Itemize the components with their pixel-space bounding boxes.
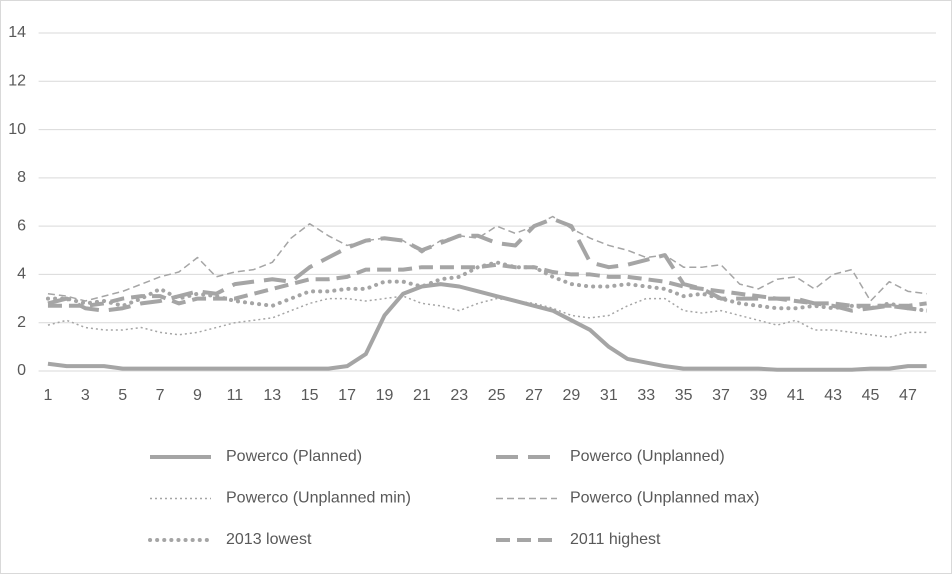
series-line [47, 295, 927, 338]
series-line [47, 282, 927, 372]
x-tick-label: 23 [450, 387, 468, 404]
series-line [47, 215, 927, 302]
series-line [47, 262, 927, 308]
legend-label: Powerco (Unplanned max) [570, 490, 759, 507]
legend-label: 2013 lowest [226, 531, 312, 548]
x-tick-label: 47 [899, 387, 917, 404]
x-tick-label: 33 [637, 387, 655, 404]
x-tick-label: 37 [712, 387, 730, 404]
series-line [45, 260, 929, 313]
y-tick-label: 4 [17, 266, 26, 283]
x-tick-label: 1 [43, 387, 52, 404]
x-tick-label: 11 [227, 387, 244, 404]
x-tick-label: 9 [193, 387, 202, 404]
y-tick-label: 0 [17, 362, 26, 379]
x-tick-label: 7 [156, 387, 165, 404]
y-tick-label: 2 [17, 314, 26, 331]
x-tick-label: 31 [600, 387, 618, 404]
x-tick-label: 21 [413, 387, 431, 404]
x-tick-label: 25 [488, 387, 506, 404]
x-tick-label: 15 [301, 387, 319, 404]
legend-label: Powerco (Unplanned min) [226, 490, 411, 507]
x-tick-label: 3 [81, 387, 90, 404]
x-tick-label: 13 [263, 387, 281, 404]
x-tick-label: 17 [338, 387, 356, 404]
x-tick-label: 35 [675, 387, 693, 404]
y-tick-label: 12 [8, 73, 26, 90]
legend-label: 2011 highest [570, 531, 661, 548]
y-tick-label: 6 [17, 217, 26, 234]
x-tick-label: 29 [563, 387, 581, 404]
x-tick-label: 41 [787, 387, 805, 404]
y-tick-label: 14 [8, 24, 26, 41]
x-tick-label: 19 [376, 387, 394, 404]
x-tick-label: 27 [525, 387, 543, 404]
x-tick-label: 5 [118, 387, 127, 404]
legend-label: Powerco (Unplanned) [570, 448, 725, 465]
x-tick-label: 45 [862, 387, 880, 404]
legend-label: Powerco (Planned) [226, 448, 362, 465]
x-tick-label: 43 [824, 387, 842, 404]
x-tick-label: 39 [749, 387, 767, 404]
y-tick-label: 8 [17, 169, 26, 186]
y-tick-label: 10 [8, 121, 26, 138]
